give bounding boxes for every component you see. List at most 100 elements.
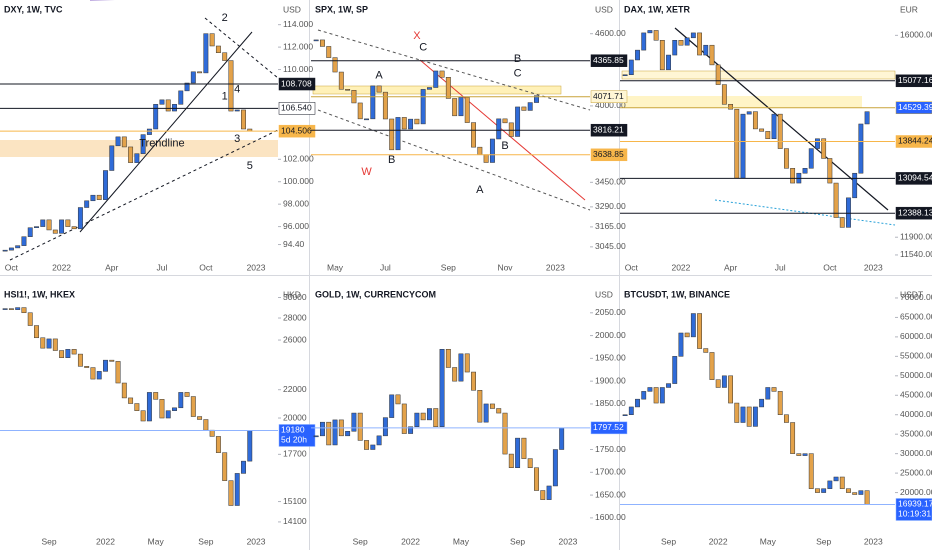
candle (427, 87, 432, 90)
y-tick-label: 1950.00 (595, 353, 626, 363)
y-tick-label: 30000 (283, 292, 307, 302)
candle (153, 104, 159, 130)
candle (332, 419, 338, 446)
x-tick-label: 2022 (52, 262, 71, 272)
candle (389, 118, 395, 151)
candle (622, 414, 628, 416)
candle (833, 182, 839, 218)
candle (382, 91, 388, 120)
y-tick-label: 15100 (283, 496, 307, 506)
candle (653, 30, 659, 41)
candle (433, 70, 439, 88)
x-tick-label: Oct (625, 262, 639, 272)
price-tag (590, 421, 628, 435)
candle (134, 403, 140, 411)
candle (178, 90, 184, 105)
candle (521, 437, 527, 459)
candle (65, 349, 71, 358)
candle (622, 74, 628, 76)
candle (184, 392, 190, 397)
candle (628, 406, 634, 415)
currency: USD (283, 4, 301, 14)
candle (165, 99, 171, 112)
drawing (204, 17, 279, 79)
candle (34, 325, 39, 339)
candle (319, 39, 325, 47)
drawing (9, 129, 279, 261)
candle (209, 33, 215, 47)
candle (858, 490, 864, 495)
y-tick-label: 30000.00 (900, 448, 932, 458)
trendline (79, 31, 253, 233)
currency: USDT (900, 289, 923, 299)
candle (790, 422, 796, 454)
candle (121, 382, 127, 399)
candle (146, 128, 152, 135)
x-tick-label: Jul (775, 262, 786, 272)
price-tag (278, 124, 316, 138)
candle (326, 46, 332, 58)
candle (709, 44, 715, 66)
y-tick-label: 55000.00 (900, 351, 932, 361)
drawing (317, 109, 591, 211)
candle (740, 113, 746, 179)
candle (641, 32, 647, 51)
x-tick-label: Nov (497, 262, 513, 272)
candle (452, 98, 458, 117)
candle (635, 398, 640, 408)
candle (821, 138, 827, 159)
wave-label: A (476, 184, 484, 196)
candle (527, 102, 533, 111)
candle (527, 458, 533, 468)
y-tick-label: 14100 (283, 516, 307, 526)
price-tag (895, 206, 932, 220)
candle (439, 70, 445, 78)
y-tick-label: 3450.00 (595, 177, 626, 187)
candle (370, 444, 376, 450)
y-tick-label: 20000.00 (900, 487, 932, 497)
y-tick-label: 70000.00 (900, 292, 932, 302)
candle (345, 89, 351, 91)
candle (477, 146, 483, 155)
candle (395, 394, 401, 405)
y-tick-label: 2000.00 (595, 330, 626, 340)
price-tag-label: 15077.16 (898, 75, 932, 85)
candle (420, 412, 426, 421)
candle (376, 435, 382, 446)
candle (765, 387, 771, 400)
zone (0, 140, 278, 157)
candle (15, 307, 21, 310)
candle (839, 476, 845, 489)
candle (234, 109, 240, 112)
candle (666, 383, 671, 388)
candle (222, 452, 228, 481)
x-tick-label: 2023 (247, 536, 266, 546)
candle (815, 138, 820, 149)
candle (464, 97, 470, 123)
x-tick-label: Apr (105, 262, 118, 272)
x-tick-label: 2022 (401, 536, 420, 546)
candle (190, 71, 196, 84)
candle (628, 59, 634, 75)
panel-title: DAX, 1W, XETR (624, 4, 691, 14)
candle (128, 397, 134, 404)
candle (215, 436, 221, 453)
currency: HKD (283, 289, 301, 299)
candle (46, 338, 52, 349)
currency: USD (595, 289, 613, 299)
candle (59, 219, 65, 234)
candle (552, 449, 558, 487)
candle (715, 64, 721, 85)
price-tag-label: 13094.54 (898, 173, 932, 183)
candle (864, 490, 870, 505)
candle (27, 312, 33, 326)
candle (8, 308, 14, 310)
candle (483, 403, 489, 423)
candle (489, 403, 495, 409)
x-tick-label: 2022 (96, 536, 115, 546)
candle (540, 490, 546, 500)
price-tag (895, 101, 932, 115)
price-tag (590, 123, 628, 137)
candle (458, 353, 464, 382)
price-tag (590, 90, 628, 103)
